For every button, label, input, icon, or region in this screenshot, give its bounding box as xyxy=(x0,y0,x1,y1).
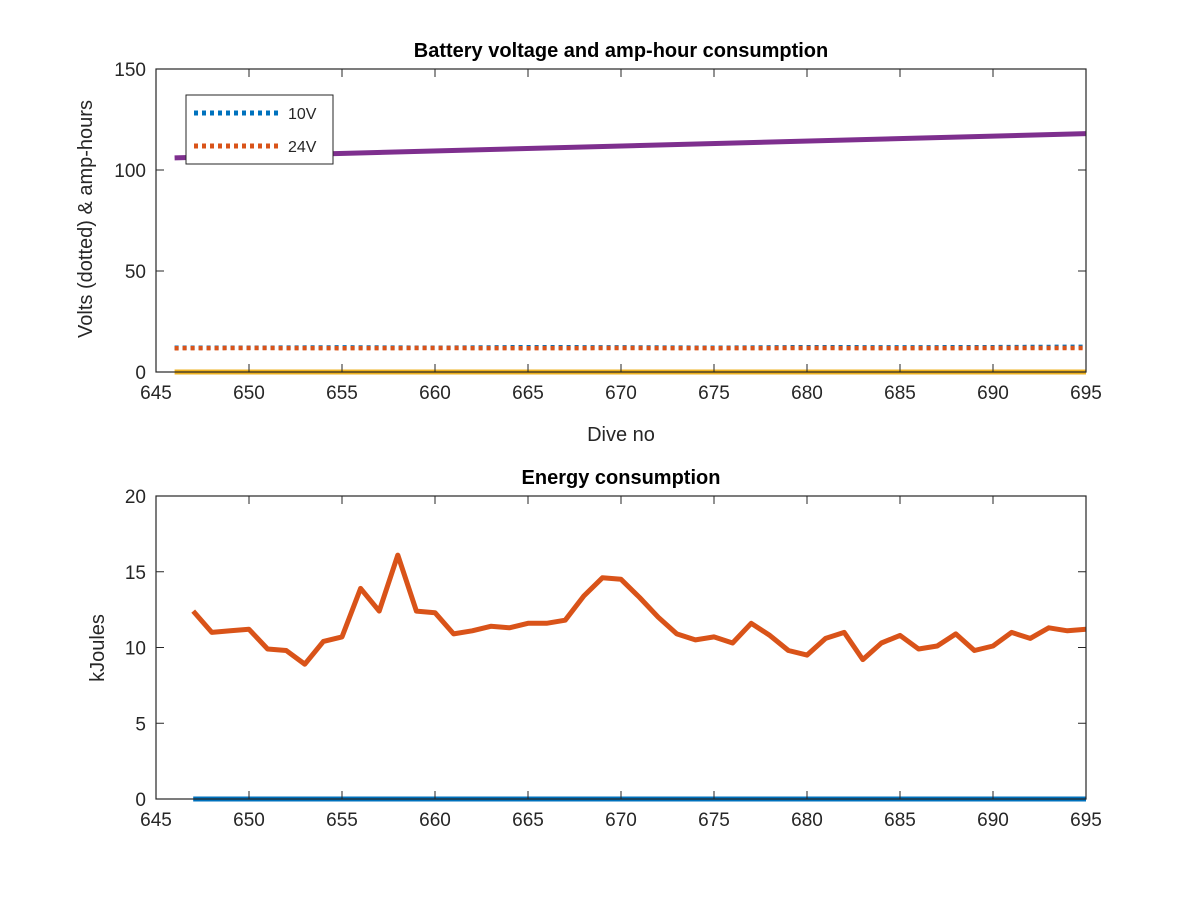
plot-area xyxy=(174,131,1087,375)
x-tick-label: 660 xyxy=(419,810,451,831)
legend-label-10v: 10V xyxy=(288,106,317,123)
x-tick-label: 680 xyxy=(791,810,823,831)
x-tick-label: 690 xyxy=(977,810,1009,831)
y-tick-label: 0 xyxy=(135,790,146,811)
y-tick-label: 20 xyxy=(125,487,146,508)
y-axis-label: Volts (dotted) & amp-hours xyxy=(75,100,97,338)
y-tick-label: 10 xyxy=(125,639,146,660)
series-line-1 xyxy=(191,552,1087,667)
x-tick-label: 645 xyxy=(140,383,172,404)
axes-box xyxy=(155,495,1087,800)
x-tick-label: 675 xyxy=(698,383,730,404)
x-tick-label: 645 xyxy=(140,810,172,831)
x-tick-label: 655 xyxy=(326,383,358,404)
plot-area xyxy=(191,552,1087,802)
battery-chart: Battery voltage and amp-hour consumption… xyxy=(75,40,1102,446)
legend-label-24v: 24V xyxy=(288,139,317,156)
legend: 10V 24V xyxy=(185,94,334,165)
y-tick-label: 5 xyxy=(135,714,146,735)
x-tick-label: 690 xyxy=(977,383,1009,404)
y-tick-label: 100 xyxy=(114,161,146,182)
x-tick-label: 680 xyxy=(791,383,823,404)
x-tick-label: 685 xyxy=(884,810,916,831)
y-tick-label: 0 xyxy=(135,363,146,384)
x-tick-label: 650 xyxy=(233,810,265,831)
chart-title: Battery voltage and amp-hour consumption xyxy=(414,40,828,62)
x-tick-label: 655 xyxy=(326,810,358,831)
x-axis-label: Dive no xyxy=(587,424,655,446)
y-tick-label: 150 xyxy=(114,60,146,81)
y-axis-label: kJoules xyxy=(87,614,109,682)
tick-group: 645 650 655 660 665 670 675 680 685 690 695 0 5 10 15 2… xyxy=(125,487,1102,831)
x-tick-label: 670 xyxy=(605,810,637,831)
x-tick-label: 650 xyxy=(233,383,265,404)
x-tick-label: 695 xyxy=(1070,810,1102,831)
x-tick-label: 685 xyxy=(884,383,916,404)
x-tick-label: 670 xyxy=(605,383,637,404)
energy-chart: Energy consumption kJoules 645 650 655 660 6… xyxy=(87,467,1102,831)
tick-group: 645 650 655 660 665 670 675 680 685 690 695 0 50 100 1… xyxy=(114,60,1102,404)
x-tick-label: 675 xyxy=(698,810,730,831)
legend-box xyxy=(185,94,334,165)
x-tick-label: 665 xyxy=(512,810,544,831)
x-tick-label: 660 xyxy=(419,383,451,404)
x-tick-label: 665 xyxy=(512,383,544,404)
y-tick-label: 15 xyxy=(125,563,146,584)
x-tick-label: 695 xyxy=(1070,383,1102,404)
y-tick-label: 50 xyxy=(125,262,146,283)
chart-title: Energy consumption xyxy=(522,467,721,489)
